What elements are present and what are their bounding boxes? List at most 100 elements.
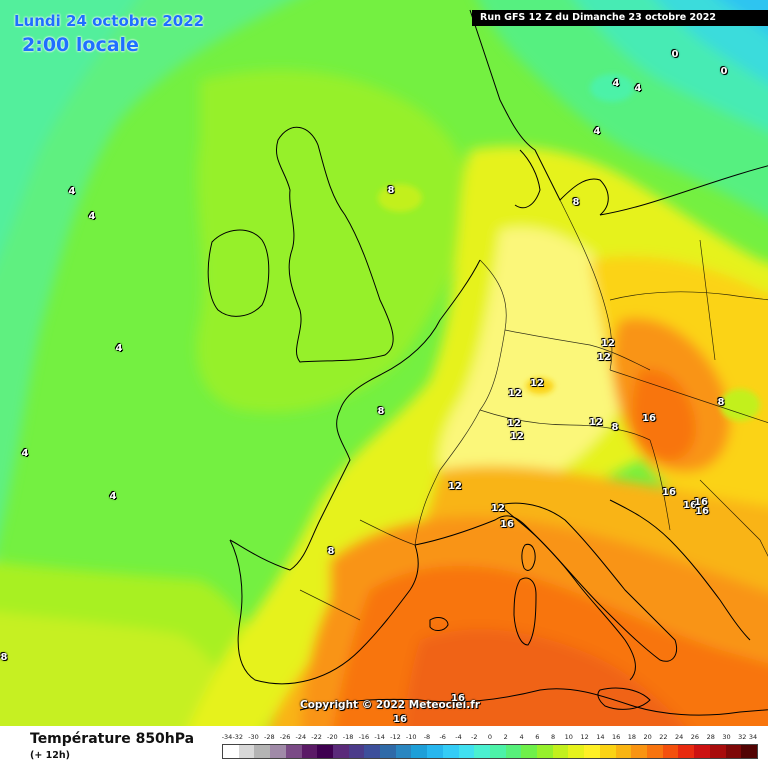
balkans-coast: [609, 499, 751, 641]
color-scale-tick-label: 26: [690, 733, 700, 741]
legend-title: Température 850hPa: [30, 731, 195, 747]
color-scale-tick-label: 12: [580, 733, 589, 741]
color-scale-tick-label: 16: [611, 733, 621, 741]
north-africa-coast: [299, 688, 768, 716]
temperature-map: [0, 0, 768, 726]
scandinavia-coast: [469, 9, 609, 216]
color-scale-ticks: -34 -32 -30 -28 -26 -24 -22 -20 -18 -16 -14 -12 -10-…: [222, 733, 758, 743]
temperature-patches: [378, 74, 760, 421]
color-scale-tick-label: 14: [596, 733, 605, 741]
color-scale-cell: [254, 745, 271, 758]
color-scale-tick-label: -30: [248, 733, 259, 741]
temperature-field-2-northwest: [0, 0, 137, 256]
color-scale-tick-label: -16: [358, 733, 370, 741]
color-scale-cell: [364, 745, 381, 758]
balearics-coast: [429, 617, 449, 631]
color-scale-tick-label: 30: [722, 733, 731, 741]
color-scale-tick-label: -22: [311, 733, 322, 741]
denmark-coast: [514, 149, 541, 209]
color-scale-cell: [646, 745, 663, 758]
color-scale-cell: [332, 745, 349, 758]
color-scale-tick-label: 32: [738, 733, 747, 741]
color-scale-cell: [285, 745, 302, 758]
model-run-label: Run GFS 12 Z du Dimanche 23 octobre 2022: [472, 10, 768, 26]
color-scale-tick-label: -10: [405, 733, 417, 741]
color-scale-tick-label: -18: [342, 733, 354, 741]
color-scale-tick-label: 24: [675, 733, 684, 741]
iberia-coast: [229, 539, 419, 685]
border-pyrenees: [359, 519, 416, 546]
border-spain-portugal: [299, 589, 361, 621]
color-scale-cell: [411, 745, 428, 758]
temperature-field-8-britain: [196, 70, 473, 413]
copyright-label: Copyright © 2022 Meteociel.fr: [300, 699, 480, 711]
temperature-patch-12-alps: [526, 378, 554, 394]
legend-panel: Température 850hPa (+ 12h) -34 -32 -30 -28-…: [0, 726, 768, 768]
color-scale-tick-label: 20: [643, 733, 652, 741]
color-scale-tick-label: -34: [221, 733, 233, 741]
color-scale-cell: [223, 745, 239, 758]
color-scale-cell: [584, 745, 600, 758]
color-scale-tick-label: -6: [439, 733, 446, 741]
border-germany-south: [504, 329, 651, 371]
ireland-coast: [207, 229, 270, 317]
color-scale-cell: [599, 745, 616, 758]
color-scale-tick-label: 4: [519, 733, 524, 741]
border-balkans: [699, 479, 768, 557]
corsica-coast: [521, 543, 536, 571]
color-scale-cell: [615, 745, 632, 758]
baltic-coast: [599, 165, 768, 216]
legend-subtitle: (+ 12h): [30, 750, 70, 761]
color-scale-tick-label: 8: [550, 733, 556, 741]
color-scale-cell: [458, 745, 475, 758]
temperature-field-20-hungary: [631, 369, 696, 461]
temperature-patch-4-baltic: [590, 74, 634, 102]
color-scale-tick-label: -4: [455, 733, 462, 741]
color-scale-tick-label: 0: [487, 733, 493, 741]
color-scale-cell: [631, 745, 647, 758]
coastlines: [207, 9, 768, 716]
valid-time-label: 2:00 locale: [22, 34, 139, 56]
border-croatia: [649, 439, 671, 531]
color-scale-cell: [709, 745, 726, 758]
color-scale-tick-label: -8: [423, 733, 431, 741]
color-scale-cell: [427, 745, 443, 758]
color-scale-tick-label: 18: [627, 733, 637, 741]
border-alps: [479, 409, 651, 441]
color-scale-tick-label: 28: [706, 733, 715, 741]
color-scale-cell: [270, 745, 286, 758]
temperature-patch-8-east: [720, 389, 760, 421]
color-scale-cell: [537, 745, 553, 758]
color-scale-tick-label: 22: [659, 733, 668, 741]
britain-coast: [276, 126, 394, 363]
color-scale-cell: [505, 745, 522, 758]
color-scale-tick-label: -26: [279, 733, 291, 741]
color-scale-cell: [662, 745, 679, 758]
italy-coast: [499, 502, 677, 662]
color-scale-cell: [725, 745, 742, 758]
color-scale-cell: [694, 745, 710, 758]
color-scale-cell: [678, 745, 695, 758]
color-scale-tick-label: -20: [327, 733, 338, 741]
temperature-patch-8-northsea: [378, 184, 422, 212]
color-scale-cell: [317, 745, 333, 758]
color-scale-tick-label: -12: [390, 733, 401, 741]
color-scale-cell: [474, 745, 490, 758]
color-scale-cell: [442, 745, 459, 758]
map-svg: [0, 0, 768, 726]
temperature-field-4-west: [0, 0, 294, 534]
border-poland-east: [699, 239, 716, 361]
border-austria-hungary: [609, 369, 768, 424]
country-borders: [299, 199, 768, 621]
color-scale-cell: [489, 745, 506, 758]
temperature-field-22-med: [402, 629, 685, 726]
color-scale-tick-label: 6: [535, 733, 540, 741]
sicily-coast: [597, 687, 651, 710]
color-scale-cell: [741, 745, 757, 758]
continent-coast: [229, 259, 481, 571]
color-scale-tick-label: -24: [295, 733, 307, 741]
color-scale-tick-label: -2: [470, 733, 478, 741]
valid-date-label: Lundi 24 octobre 2022: [14, 12, 205, 30]
color-scale-cell: [348, 745, 365, 758]
color-scale-tick-label: 10: [564, 733, 573, 741]
